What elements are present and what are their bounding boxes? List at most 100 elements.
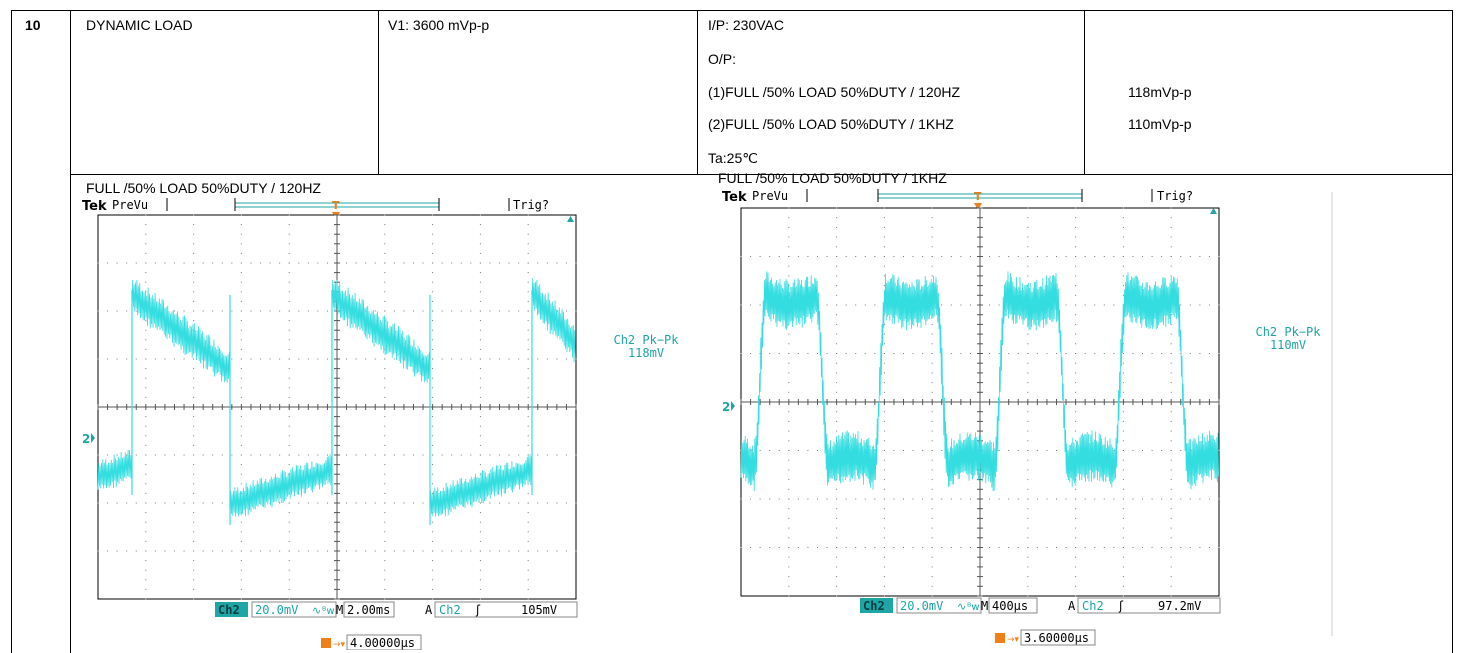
graticule-dot — [384, 224, 386, 226]
graticule-dot — [546, 262, 548, 264]
graticule-dot — [537, 550, 539, 552]
graticule-dot — [1170, 498, 1172, 500]
graticule-dot — [1027, 566, 1029, 568]
graticule-dot — [193, 281, 195, 283]
graticule-dot — [1027, 469, 1029, 471]
graticule-dot — [527, 262, 529, 264]
graticule-dot — [240, 368, 242, 370]
mode-label: PreVu — [752, 189, 788, 203]
graticule-dot — [537, 358, 539, 360]
graticule-dot — [499, 502, 501, 504]
trigger-level: 97.2mV — [1158, 599, 1201, 613]
graticule-dot — [1075, 285, 1077, 287]
graticule-dot — [1075, 420, 1077, 422]
graticule-dot — [1065, 547, 1067, 548]
graticule-dot — [145, 512, 147, 514]
graticule-dot — [288, 502, 290, 504]
scroll-up-icon — [567, 216, 574, 222]
graticule-dot — [499, 310, 501, 312]
graticule-dot — [527, 492, 529, 494]
graticule-dot — [931, 595, 933, 597]
graticule-dot — [193, 425, 195, 427]
graticule-dot — [365, 454, 367, 456]
graticule-dot — [355, 550, 357, 552]
graticule-dot — [470, 358, 472, 360]
graticule-dot — [499, 358, 501, 360]
graticule-dot — [788, 537, 790, 539]
graticule-dot — [145, 483, 147, 485]
graticule-dot — [788, 527, 790, 529]
graticule-dot — [432, 492, 434, 494]
graticule-dot — [1027, 420, 1029, 422]
graticule-dot — [750, 256, 752, 257]
graticule-dot — [740, 498, 742, 500]
graticule-dot — [1170, 236, 1172, 238]
graticule-dot — [931, 585, 933, 587]
graticule-dot — [460, 310, 462, 312]
graticule-dot — [836, 314, 838, 316]
graticule-dot — [1113, 547, 1115, 548]
graticule-dot — [527, 531, 529, 533]
graticule-dot — [1094, 498, 1096, 500]
graticule-dot — [479, 444, 481, 446]
graticule-dot — [307, 310, 309, 312]
graticule-dot — [1008, 450, 1010, 451]
graticule-dot — [1017, 498, 1019, 500]
graticule-dot — [1122, 275, 1124, 277]
graticule-dot — [326, 550, 328, 552]
graticule-dot — [489, 502, 491, 504]
graticule-dot — [460, 454, 462, 456]
graticule-dot — [288, 368, 290, 370]
graticule-dot — [107, 550, 109, 552]
graticule-dot — [145, 473, 147, 475]
graticule-dot — [1027, 246, 1029, 248]
graticule-dot — [836, 256, 838, 257]
graticule-dot — [797, 498, 799, 500]
graticule-dot — [883, 547, 885, 548]
graticule-dot — [288, 329, 290, 331]
graticule-dot — [931, 479, 933, 481]
col-divider-3 — [697, 10, 698, 174]
graticule-dot — [1122, 411, 1124, 413]
graticule-dot — [883, 469, 885, 471]
trigger-prefix: A — [1068, 599, 1076, 613]
graticule-dot — [836, 420, 838, 422]
graticule-dot — [183, 454, 185, 456]
graticule-dot — [1170, 547, 1172, 548]
graticule-dot — [479, 425, 481, 427]
graticule-dot — [479, 550, 481, 552]
graticule-dot — [1027, 459, 1029, 461]
graticule-dot — [874, 547, 876, 548]
graticule-dot — [855, 256, 857, 257]
graticule-dot — [374, 358, 376, 360]
graticule-dot — [403, 310, 405, 312]
graticule-dot — [575, 502, 577, 504]
graticule-dot — [1065, 256, 1067, 257]
graticule-dot — [1075, 275, 1077, 277]
graticule-dot — [183, 310, 185, 312]
bandwidth-limit-icon: ᴮw — [967, 602, 980, 613]
graticule-dot — [240, 377, 242, 379]
graticule-dot — [931, 333, 933, 335]
graticule-dot — [432, 233, 434, 235]
graticule-dot — [384, 291, 386, 293]
graticule-dot — [1122, 459, 1124, 461]
graticule-dot — [202, 262, 204, 264]
graticule-dot — [1075, 547, 1077, 548]
graticule-dot — [298, 358, 300, 360]
graticule-dot — [288, 464, 290, 466]
graticule-dot — [883, 382, 885, 384]
graticule-dot — [432, 387, 434, 389]
graticule-dot — [1218, 450, 1220, 451]
graticule-dot — [432, 300, 434, 302]
graticule-dot — [240, 425, 242, 427]
graticule-dot — [556, 454, 558, 456]
graticule-dot — [1122, 226, 1124, 228]
graticule-dot — [288, 320, 290, 322]
graticule-dot — [384, 588, 386, 590]
test-condition: V1: 3600 mVp-p — [388, 17, 490, 33]
graticule-dot — [269, 262, 271, 264]
graticule-dot — [393, 262, 395, 264]
waveform-path — [331, 279, 431, 385]
graticule-dot — [193, 320, 195, 322]
